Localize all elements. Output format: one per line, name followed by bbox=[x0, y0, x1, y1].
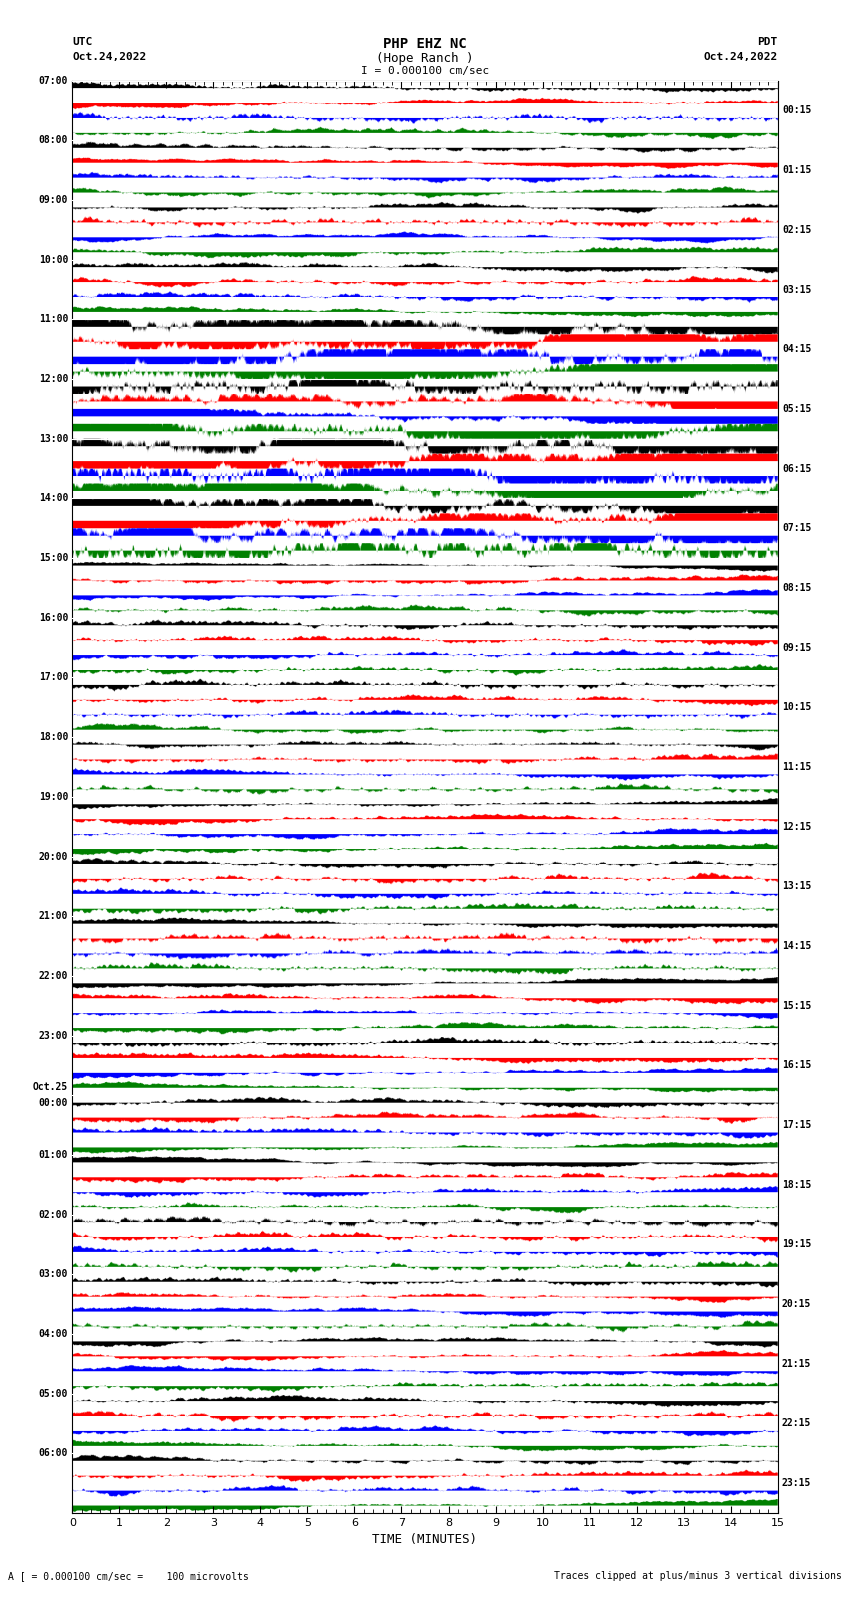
Text: 15:15: 15:15 bbox=[782, 1000, 812, 1011]
Text: 23:00: 23:00 bbox=[38, 1031, 68, 1040]
Text: 02:15: 02:15 bbox=[782, 224, 812, 235]
Text: 18:00: 18:00 bbox=[38, 732, 68, 742]
Text: 14:15: 14:15 bbox=[782, 940, 812, 952]
Text: 03:00: 03:00 bbox=[38, 1269, 68, 1279]
Text: 12:00: 12:00 bbox=[38, 374, 68, 384]
Text: 20:15: 20:15 bbox=[782, 1298, 812, 1310]
Text: 16:15: 16:15 bbox=[782, 1060, 812, 1071]
Text: 10:15: 10:15 bbox=[782, 702, 812, 713]
Text: 16:00: 16:00 bbox=[38, 613, 68, 623]
Text: 21:15: 21:15 bbox=[782, 1358, 812, 1369]
Text: 05:00: 05:00 bbox=[38, 1389, 68, 1398]
Text: 01:00: 01:00 bbox=[38, 1150, 68, 1160]
Text: 02:00: 02:00 bbox=[38, 1210, 68, 1219]
Text: 07:15: 07:15 bbox=[782, 523, 812, 534]
Text: 00:00: 00:00 bbox=[38, 1098, 68, 1108]
Text: 23:15: 23:15 bbox=[782, 1478, 812, 1489]
Text: 20:00: 20:00 bbox=[38, 852, 68, 861]
Text: 09:15: 09:15 bbox=[782, 642, 812, 653]
Text: 14:00: 14:00 bbox=[38, 494, 68, 503]
Text: I = 0.000100 cm/sec: I = 0.000100 cm/sec bbox=[361, 66, 489, 76]
Text: 00:15: 00:15 bbox=[782, 105, 812, 116]
Text: 04:00: 04:00 bbox=[38, 1329, 68, 1339]
Text: 01:15: 01:15 bbox=[782, 165, 812, 176]
Text: 19:15: 19:15 bbox=[782, 1239, 812, 1250]
Text: 12:15: 12:15 bbox=[782, 821, 812, 832]
Text: A [ = 0.000100 cm/sec =    100 microvolts: A [ = 0.000100 cm/sec = 100 microvolts bbox=[8, 1571, 249, 1581]
Text: 06:15: 06:15 bbox=[782, 463, 812, 474]
Text: PDT: PDT bbox=[757, 37, 778, 47]
Text: 13:15: 13:15 bbox=[782, 881, 812, 892]
Text: PHP EHZ NC: PHP EHZ NC bbox=[383, 37, 467, 52]
Text: 19:00: 19:00 bbox=[38, 792, 68, 802]
Text: Oct.24,2022: Oct.24,2022 bbox=[704, 52, 778, 61]
Text: Oct.25: Oct.25 bbox=[33, 1082, 68, 1092]
Text: 03:15: 03:15 bbox=[782, 284, 812, 295]
Text: 17:00: 17:00 bbox=[38, 673, 68, 682]
Text: 11:00: 11:00 bbox=[38, 315, 68, 324]
Text: 15:00: 15:00 bbox=[38, 553, 68, 563]
Text: 10:00: 10:00 bbox=[38, 255, 68, 265]
Text: 08:00: 08:00 bbox=[38, 135, 68, 145]
Text: 13:00: 13:00 bbox=[38, 434, 68, 444]
Text: 11:15: 11:15 bbox=[782, 761, 812, 773]
Text: 08:15: 08:15 bbox=[782, 582, 812, 594]
Text: 17:15: 17:15 bbox=[782, 1119, 812, 1131]
Text: Oct.24,2022: Oct.24,2022 bbox=[72, 52, 146, 61]
Text: UTC: UTC bbox=[72, 37, 93, 47]
Text: 22:00: 22:00 bbox=[38, 971, 68, 981]
Text: 09:00: 09:00 bbox=[38, 195, 68, 205]
Text: 22:15: 22:15 bbox=[782, 1418, 812, 1429]
Text: 05:15: 05:15 bbox=[782, 403, 812, 415]
Text: 06:00: 06:00 bbox=[38, 1448, 68, 1458]
Text: 07:00: 07:00 bbox=[38, 76, 68, 85]
Text: Traces clipped at plus/minus 3 vertical divisions: Traces clipped at plus/minus 3 vertical … bbox=[553, 1571, 842, 1581]
Text: 04:15: 04:15 bbox=[782, 344, 812, 355]
Text: (Hope Ranch ): (Hope Ranch ) bbox=[377, 52, 473, 65]
Text: 18:15: 18:15 bbox=[782, 1179, 812, 1190]
Text: 21:00: 21:00 bbox=[38, 911, 68, 921]
X-axis label: TIME (MINUTES): TIME (MINUTES) bbox=[372, 1534, 478, 1547]
